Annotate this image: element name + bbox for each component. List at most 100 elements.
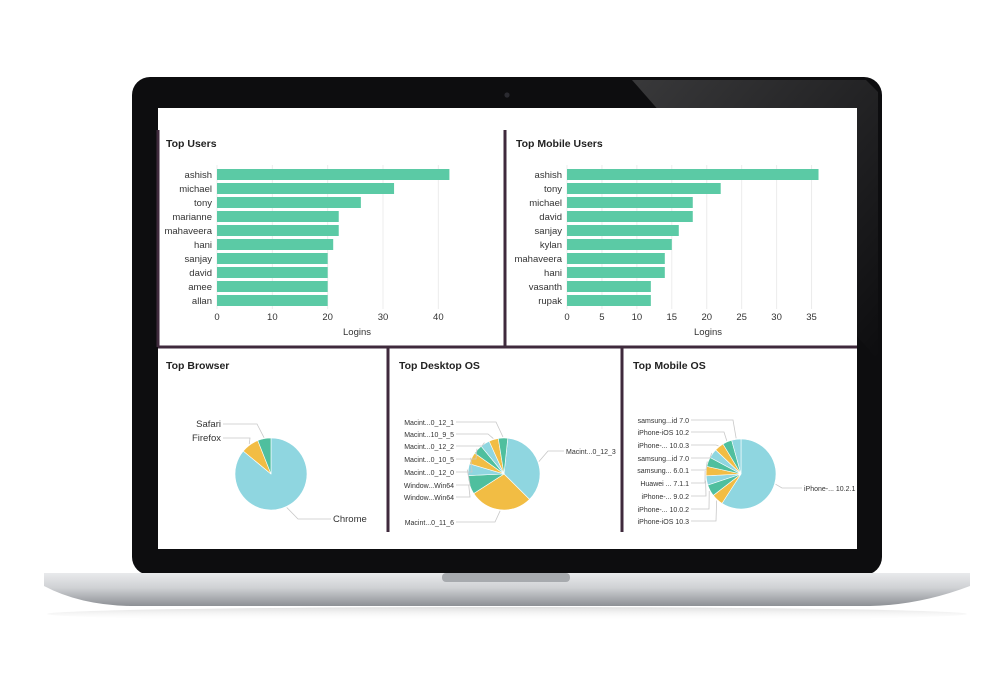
pie-leader-line [691,480,707,497]
pie-leader-line [691,431,728,442]
y-category-label: mahaveera [514,254,562,265]
y-category-label: hani [194,240,212,251]
pie-slice-label: iPhone-... 9.0.2 [642,494,690,501]
pie-leader-line [691,419,737,439]
pie-slice-label: Macint...0_12_1 [404,420,454,427]
pie-slice-label: Window...Win64 [404,483,454,490]
bar-sanjay[interactable] [217,253,328,264]
pie-leader-line [456,510,501,523]
top-desktop-os-title: Top Desktop OS [399,360,480,372]
pie-leader-line [456,433,494,439]
pie-slice-label: iPhone-... 10.0.3 [638,443,689,450]
y-category-label: allan [192,296,212,307]
pie-slice-label: Safari [196,419,221,430]
bar-sanjay[interactable] [567,225,679,236]
pie-slice-label: Firefox [192,433,221,444]
bar-michael[interactable] [567,197,693,208]
pie-slice-label: Macint...0_12_0 [404,470,454,477]
bar-hani[interactable] [567,267,665,278]
bar-mahaveera[interactable] [567,253,665,264]
pie-slice-label: Macint...0_12_3 [566,449,616,456]
pie-leader-line [456,442,485,447]
pie-slice-label: Macint...10_9_5 [404,432,454,439]
y-category-label: michael [179,184,212,195]
pie-leader-line [456,448,478,460]
bar-ashish[interactable] [567,169,819,180]
pie-leader-line [223,437,251,445]
bar-allan[interactable] [217,295,328,306]
pie-slice-label: iPhone-... 10.2.1 [804,486,855,493]
pie-leader-line [456,469,471,486]
x-tick-label: 20 [322,312,333,323]
top-browser-title: Top Browser [166,360,229,372]
bar-kylan[interactable] [567,239,672,250]
pie-leader-line [456,485,471,498]
pie-slice-label: iPhone-... 10.0.2 [638,507,689,514]
pie-leader-line [456,421,504,438]
y-category-label: ashish [535,170,562,181]
pie-slice[interactable] [497,437,509,475]
pie-slice[interactable] [234,437,308,511]
pie-slice-label: iPhone-iOS 10.2 [638,430,689,437]
laptop-shadow [47,607,967,621]
pie-slice[interactable] [721,438,777,510]
bar-mahaveera[interactable] [217,225,339,236]
y-category-label: tony [544,184,562,195]
pie-slice-label: samsung... 6.0.1 [637,468,689,475]
bar-tony[interactable] [217,197,361,208]
pie-leader-line [691,444,719,447]
laptop-base-notch [442,573,570,582]
pie-slice-label: Window...Win64 [404,495,454,502]
x-tick-label: 15 [667,312,678,323]
pie-slice-label: iPhone-iOS 10.3 [638,519,689,526]
y-category-label: mahaveera [164,226,212,237]
y-category-label: ashish [185,170,212,181]
x-tick-label: 20 [701,312,712,323]
pie-leader-line [691,500,718,522]
pie-leader-line [456,457,473,473]
y-category-label: kylan [540,240,562,251]
pie-slice[interactable] [731,438,742,475]
bar-marianne[interactable] [217,211,339,222]
top-users-bar-chart: 0 10 20 30 40 ashish michael tony marianne mahave… [164,165,450,338]
bar-amee[interactable] [217,281,328,292]
bar-david[interactable] [217,267,328,278]
pie-slice-label: Chrome [333,514,367,525]
pie-slice[interactable] [473,473,530,511]
x-axis-label: Logins [343,327,371,338]
bar-rupak[interactable] [567,295,651,306]
x-axis-label: Logins [694,327,722,338]
x-tick-label: 35 [806,312,817,323]
pie-slice-label: Huawei ... 7.1.1 [640,481,689,488]
bar-ashish[interactable] [217,169,450,180]
top-users-title: Top Users [166,138,217,150]
pie-slice-label: samsung...id 7.0 [638,418,689,425]
top-mobile-users-title: Top Mobile Users [516,138,603,150]
pie-slice-label: Macint...0_11_6 [405,520,454,527]
x-tick-label: 40 [433,312,444,323]
y-category-label: amee [188,282,212,293]
camera-icon [504,92,510,98]
x-tick-label: 0 [214,312,219,323]
bar-michael[interactable] [217,183,395,194]
panel-dividers [156,130,857,532]
pie-slice-label: samsung...id 7.0 [638,456,689,463]
x-tick-label: 0 [564,312,569,323]
pie-leader-line [286,507,331,520]
bar-david[interactable] [567,211,693,222]
pie-slice[interactable] [257,437,272,475]
y-category-label: david [539,212,562,223]
top-mobile-os-pie-chart: iPhone-... 10.2.1 iPhone-iOS 10.3 iPhone-.… [637,418,855,526]
y-category-label: hani [544,268,562,279]
top-mobile-os-title: Top Mobile OS [633,360,706,372]
y-category-label: michael [529,198,562,209]
y-category-label: sanjay [535,226,563,237]
pie-slice[interactable] [503,437,541,500]
bar-hani[interactable] [217,239,334,250]
bar-tony[interactable] [567,183,721,194]
y-category-label: david [189,268,212,279]
pie-leader-line [691,490,710,510]
bar-vasanth[interactable] [567,281,651,292]
pie-leader-line [691,461,708,471]
